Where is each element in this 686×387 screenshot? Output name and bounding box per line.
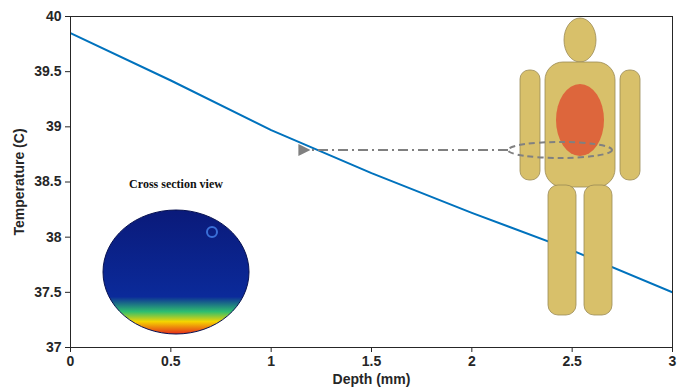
- svg-text:1.5: 1.5: [362, 353, 382, 369]
- svg-text:40: 40: [46, 8, 62, 24]
- svg-text:37.5: 37.5: [34, 284, 61, 300]
- svg-text:38.5: 38.5: [34, 173, 61, 189]
- svg-text:39: 39: [46, 118, 62, 134]
- svg-text:1: 1: [267, 353, 275, 369]
- svg-text:38: 38: [46, 229, 62, 245]
- svg-text:0.5: 0.5: [161, 353, 181, 369]
- svg-text:3: 3: [669, 353, 677, 369]
- svg-text:39.5: 39.5: [34, 63, 61, 79]
- svg-text:Depth (mm): Depth (mm): [333, 371, 411, 387]
- svg-text:0: 0: [67, 353, 75, 369]
- svg-text:Cross section view: Cross section view: [129, 177, 223, 191]
- svg-text:2: 2: [468, 353, 476, 369]
- svg-text:2.5: 2.5: [562, 353, 582, 369]
- svg-text:Temperature (C): Temperature (C): [11, 128, 27, 235]
- svg-text:37: 37: [46, 339, 62, 355]
